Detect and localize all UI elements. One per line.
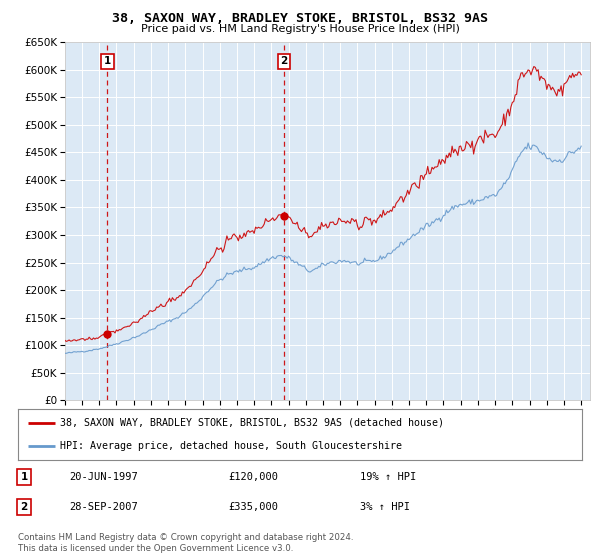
Text: Contains HM Land Registry data © Crown copyright and database right 2024.
This d: Contains HM Land Registry data © Crown c… bbox=[18, 533, 353, 553]
Text: 2: 2 bbox=[20, 502, 28, 512]
Text: HPI: Average price, detached house, South Gloucestershire: HPI: Average price, detached house, Sout… bbox=[60, 441, 403, 451]
Text: 38, SAXON WAY, BRADLEY STOKE, BRISTOL, BS32 9AS: 38, SAXON WAY, BRADLEY STOKE, BRISTOL, B… bbox=[112, 12, 488, 25]
Text: 1: 1 bbox=[104, 57, 111, 66]
Text: £120,000: £120,000 bbox=[228, 472, 278, 482]
Text: 28-SEP-2007: 28-SEP-2007 bbox=[69, 502, 138, 512]
Text: Price paid vs. HM Land Registry's House Price Index (HPI): Price paid vs. HM Land Registry's House … bbox=[140, 24, 460, 34]
Text: 20-JUN-1997: 20-JUN-1997 bbox=[69, 472, 138, 482]
Text: 3% ↑ HPI: 3% ↑ HPI bbox=[360, 502, 410, 512]
Text: 38, SAXON WAY, BRADLEY STOKE, BRISTOL, BS32 9AS (detached house): 38, SAXON WAY, BRADLEY STOKE, BRISTOL, B… bbox=[60, 418, 444, 428]
Text: 19% ↑ HPI: 19% ↑ HPI bbox=[360, 472, 416, 482]
Text: 2: 2 bbox=[280, 57, 288, 66]
Text: £335,000: £335,000 bbox=[228, 502, 278, 512]
Text: 1: 1 bbox=[20, 472, 28, 482]
